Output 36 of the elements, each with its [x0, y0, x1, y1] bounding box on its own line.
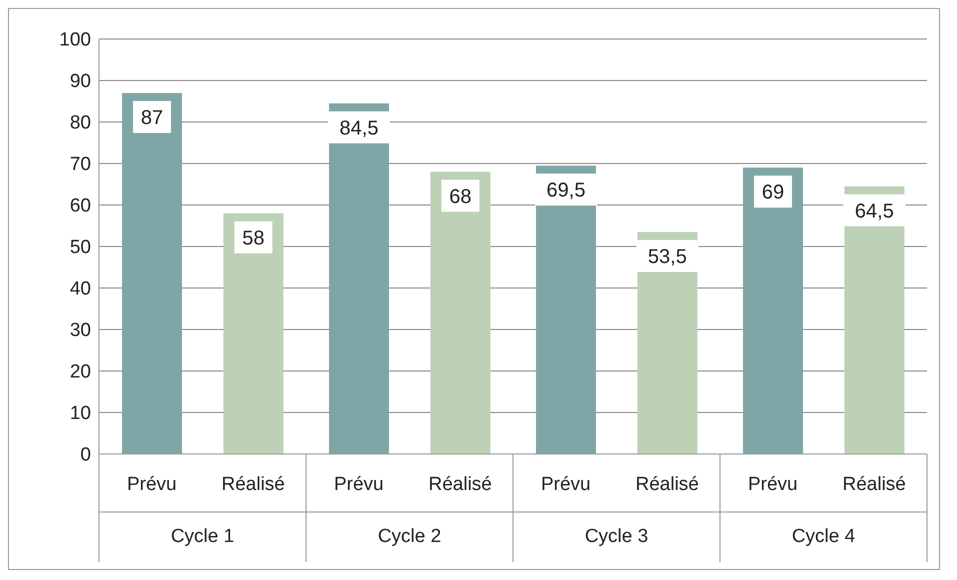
bar	[329, 103, 389, 454]
y-tick-label: 10	[70, 403, 91, 424]
bar	[223, 213, 284, 454]
data-label: 68	[449, 186, 472, 208]
text: Prévu	[540, 474, 591, 495]
y-tick-label: 50	[70, 237, 91, 258]
text: Prévu	[748, 474, 798, 495]
data-label: 87	[140, 106, 164, 129]
data-label: 64,5	[854, 200, 894, 222]
y-tick-label: 70	[70, 154, 91, 176]
series-label: Prévu	[126, 474, 177, 495]
y-tick-label: 40	[70, 278, 91, 300]
text: Prévu	[334, 474, 384, 495]
y-tick-label: 80	[70, 112, 91, 134]
bar	[430, 172, 490, 454]
x-tick-label: Cycle 2	[378, 526, 442, 547]
y-tick-label: 100	[59, 30, 91, 51]
y-tick-label: 0	[80, 444, 91, 466]
bar	[743, 168, 803, 454]
series-label: Réalisé	[222, 474, 285, 495]
bar	[122, 92, 182, 454]
text: Réalisé	[842, 474, 906, 495]
data-label: 53,5	[648, 246, 687, 268]
y-tick-label: 20	[70, 362, 91, 383]
y-tick-label: 60	[70, 196, 91, 217]
y-tick-label: 30	[70, 320, 91, 342]
text: Réalisé	[636, 474, 699, 495]
text: Réalisé	[428, 474, 492, 495]
y-tick-label: 90	[70, 71, 91, 92]
data-label: 69	[762, 182, 784, 204]
x-tick-label: Cycle 1	[170, 526, 234, 547]
data-label: 58	[242, 227, 265, 250]
data-label: 69,5	[546, 180, 586, 202]
x-tick-label: Cycle 4	[792, 526, 856, 547]
x-tick-label: Cycle 3	[584, 526, 648, 547]
data-label: 84,5	[340, 117, 378, 140]
